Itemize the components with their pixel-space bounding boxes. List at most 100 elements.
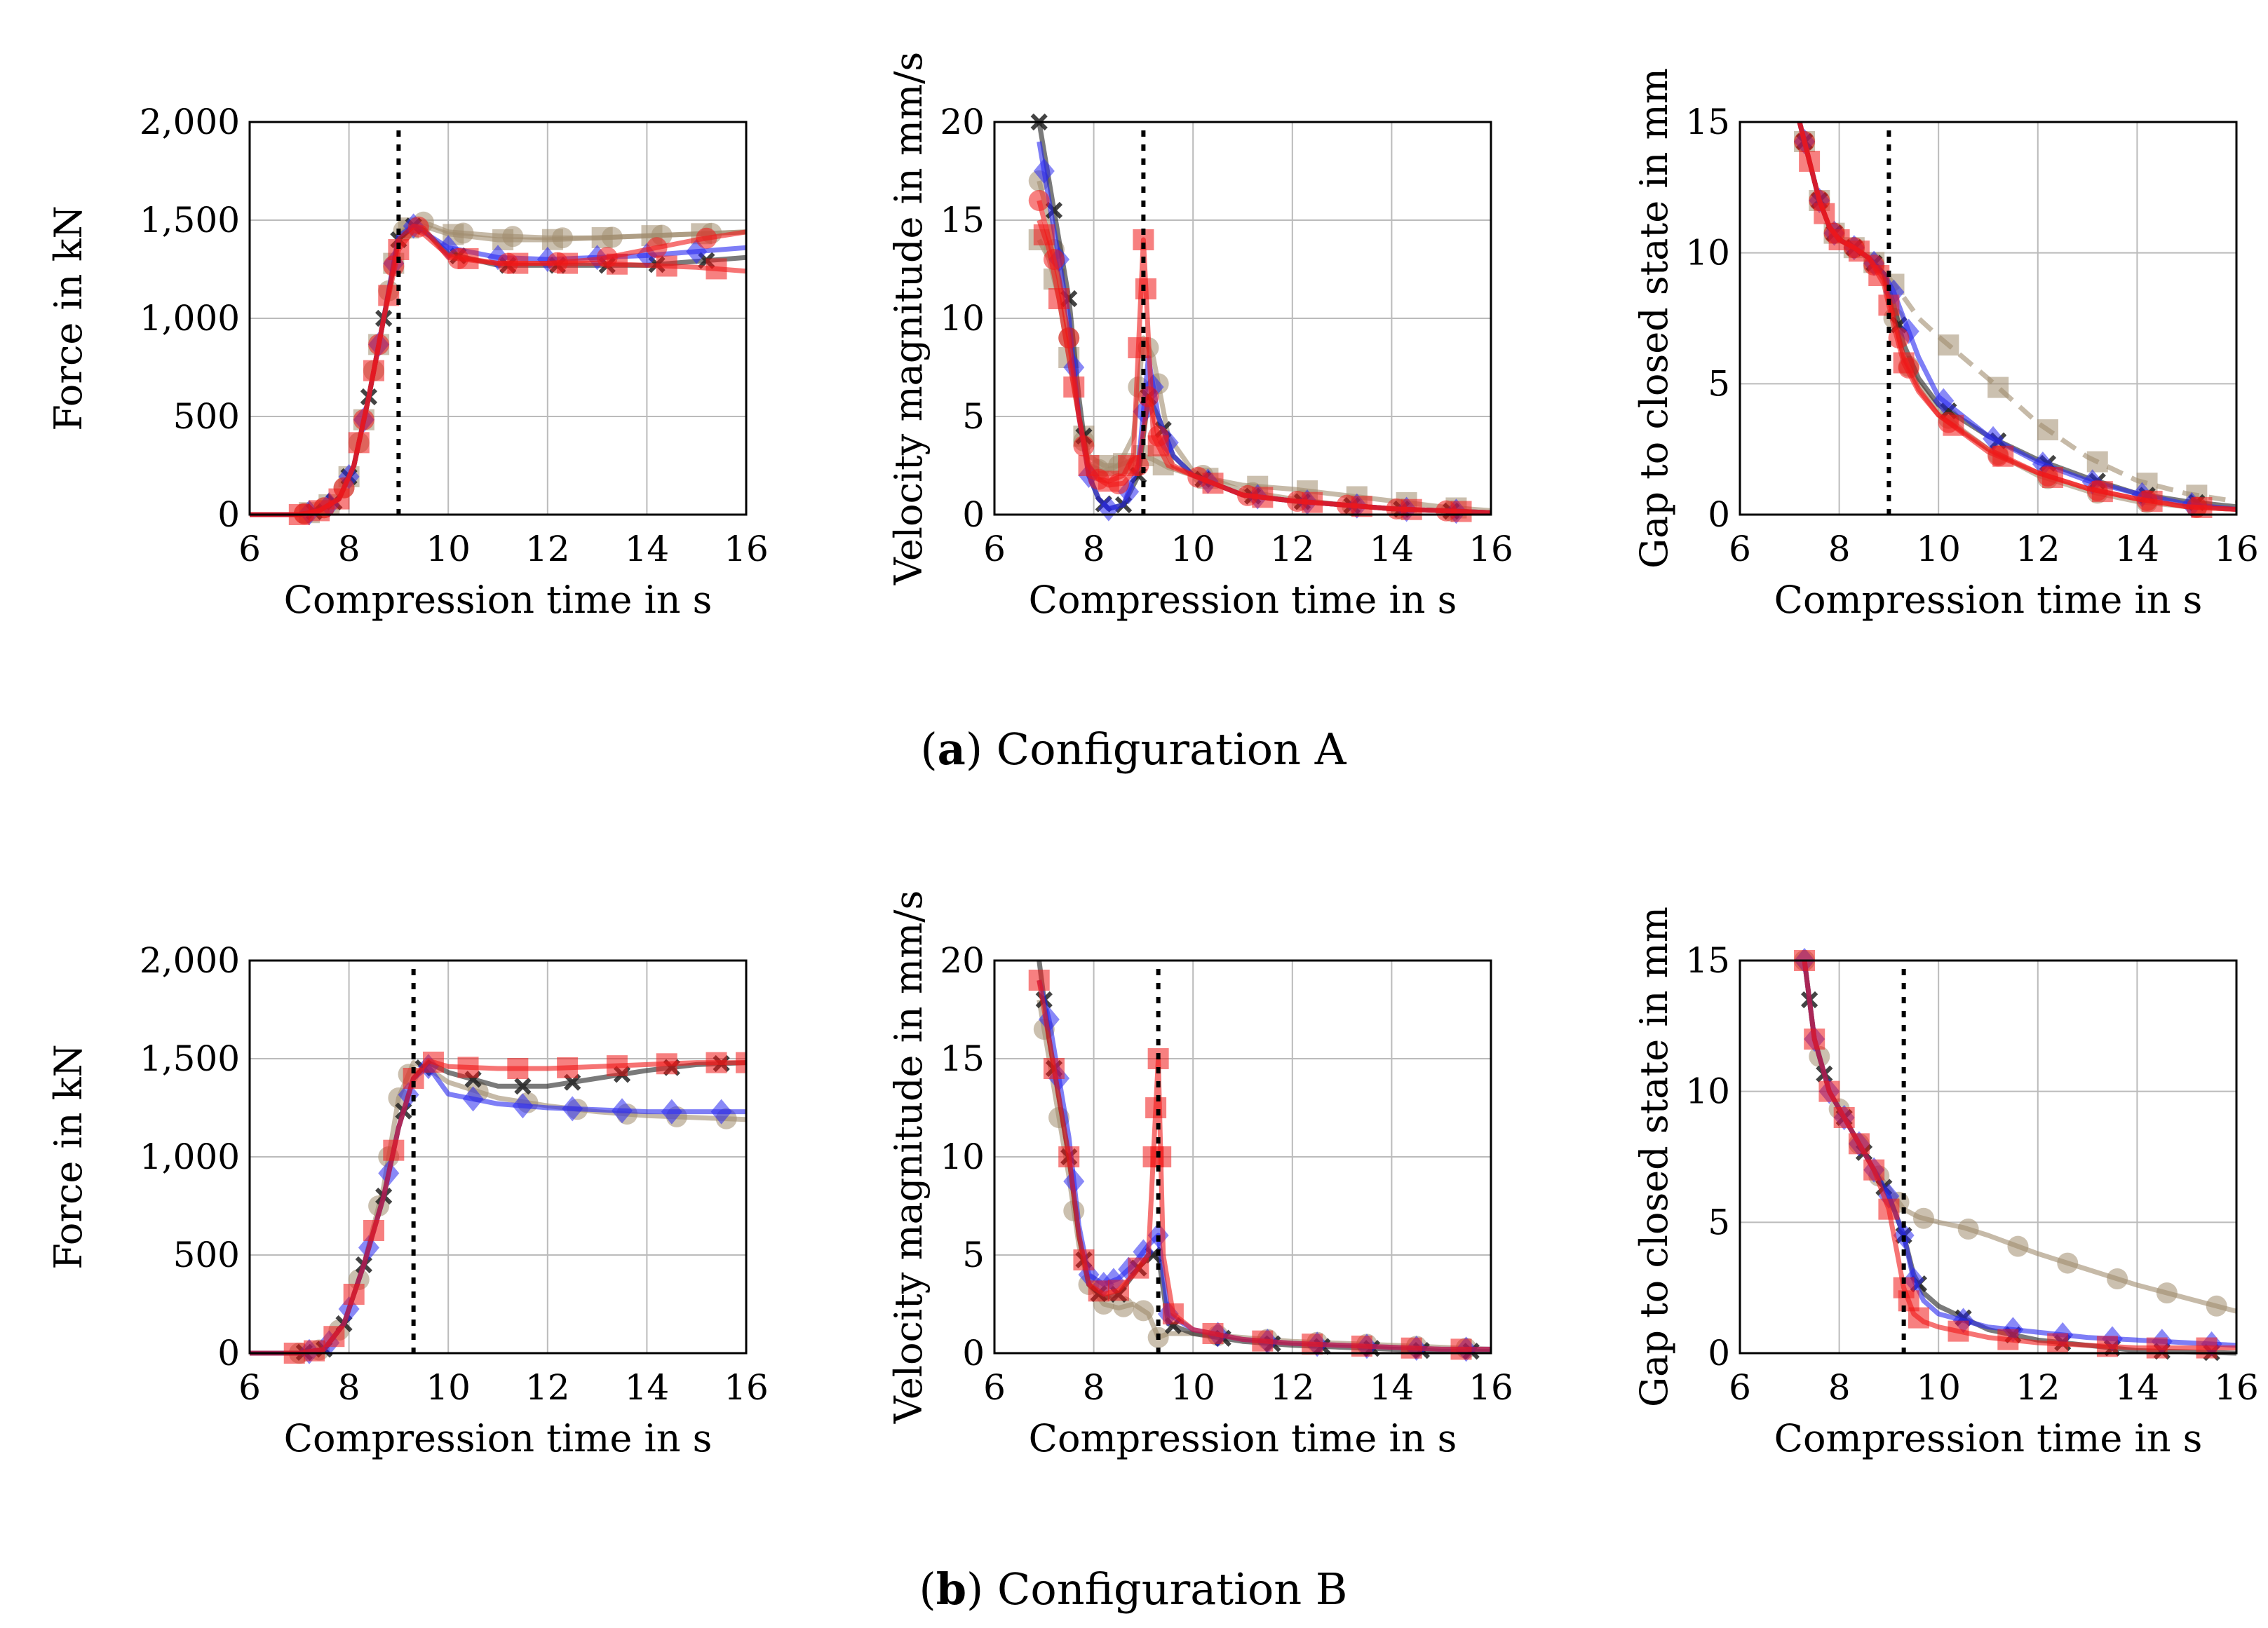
series-marker-red-square — [1878, 294, 1900, 316]
y-tick-label: 20 — [940, 102, 985, 142]
series-marker-brown-circle — [1912, 1207, 1934, 1229]
y-tick-label: 5 — [962, 1235, 985, 1275]
x-tick-label: 14 — [1370, 529, 1415, 569]
plot-area — [1794, 121, 2236, 518]
caption-a: (a) Configuration A — [920, 724, 1346, 775]
series-marker-brown-square — [1987, 377, 2009, 398]
series-marker-red-square — [1804, 1029, 1825, 1050]
series-marker-red-square — [2146, 1337, 2168, 1359]
chart-b2: 6 8 10 12 14 16 0 5 10 15 20 Compression time in s V… — [886, 890, 1513, 1460]
series-marker-red-square — [557, 252, 579, 274]
series-marker-brown-square — [492, 229, 514, 250]
y-tick-label: 1,500 — [140, 200, 240, 240]
x-tick-label: 6 — [983, 1367, 1006, 1408]
series-marker-blue-diamond — [462, 1086, 484, 1112]
series-marker-red-circle — [696, 227, 717, 249]
plot-area — [1028, 960, 1491, 1362]
series-marker-red-square — [363, 1220, 384, 1241]
series-marker-red-square — [1818, 1080, 1840, 1102]
x-tick-label: 6 — [983, 529, 1006, 569]
y-tick-label: 15 — [940, 200, 985, 240]
x-tick-label: 12 — [2016, 529, 2060, 569]
series-marker-red-square — [1252, 1330, 1274, 1352]
series-marker-red-square — [2196, 1337, 2218, 1359]
series-marker-red-square — [343, 1284, 365, 1305]
x-tick-label: 12 — [1270, 529, 1315, 569]
y-tick-label: 10 — [1685, 1071, 1730, 1112]
series-marker-red-square — [1992, 445, 2014, 467]
chart-a3: 6 8 10 12 14 16 0 5 10 15 Compression time in s Gap… — [1632, 68, 2259, 622]
y-tick-label: 0 — [217, 494, 240, 535]
plot-area — [1794, 948, 2236, 1362]
series-marker-red-square — [1048, 288, 1070, 309]
x-tick-label: 6 — [1729, 529, 1751, 569]
series-marker-red-square — [606, 1055, 628, 1077]
series-line-blue-diamond — [1797, 121, 2236, 512]
series-marker-brown-circle — [1113, 1296, 1135, 1317]
series-marker-red-square — [736, 1052, 746, 1073]
caption-a-text: Configuration A — [997, 724, 1347, 775]
y-axis-label: Force in kN — [46, 1044, 90, 1269]
series-marker-brown-square — [2037, 419, 2058, 441]
series-marker-brown-square — [591, 226, 613, 248]
series-marker-black-cross — [514, 1078, 532, 1095]
y-tick-label: 0 — [962, 1333, 985, 1373]
x-tick-label: 12 — [525, 1367, 570, 1408]
x-tick-label: 16 — [2214, 529, 2259, 569]
caption-b-text: Configuration B — [997, 1563, 1348, 1615]
x-tick-label: 6 — [238, 1367, 261, 1408]
x-tick-label: 16 — [1469, 1367, 1513, 1408]
series-marker-red-square — [507, 1058, 529, 1079]
x-axis-label: Compression time in s — [284, 1416, 713, 1460]
series-marker-red-square — [706, 258, 727, 280]
series-marker-blue-diamond — [1033, 158, 1055, 184]
y-tick-label: 20 — [940, 940, 985, 981]
series-marker-red-square — [1058, 1146, 1080, 1167]
series-marker-red-square — [2047, 1333, 2069, 1355]
series-marker-red-square — [309, 500, 330, 522]
series-marker-red-square — [1848, 240, 1870, 262]
series-marker-red-square — [1400, 1337, 1422, 1359]
y-tick-label: 2,000 — [140, 940, 240, 981]
y-tick-label: 15 — [1685, 940, 1730, 981]
series-marker-red-circle — [1028, 190, 1050, 211]
series-marker-red-square — [1162, 1303, 1184, 1324]
series-marker-red-circle — [646, 237, 668, 259]
series-marker-red-square — [1302, 1334, 1323, 1355]
y-axis-label: Velocity magnitude in mm/s — [886, 52, 931, 585]
series-marker-red-square — [1863, 1159, 1885, 1181]
series-marker-red-square — [1833, 1107, 1855, 1128]
y-tick-label: 0 — [1708, 494, 1730, 535]
y-tick-label: 1,000 — [140, 1137, 240, 1177]
series-marker-brown-square — [541, 229, 563, 250]
series-marker-red-square — [457, 247, 479, 269]
series-marker-brown-circle — [1133, 1300, 1154, 1322]
series-marker-blue-diamond — [1983, 426, 2004, 452]
axes-frame — [248, 121, 748, 516]
x-axis-label: Compression time in s — [1774, 1416, 2203, 1460]
axes-frame — [993, 959, 1492, 1355]
y-tick-label: 5 — [962, 396, 985, 437]
x-tick-label: 10 — [1170, 1367, 1215, 1408]
series-marker-red-square — [422, 1051, 444, 1073]
series-marker-red-square — [2141, 490, 2163, 512]
x-tick-label: 14 — [1370, 1367, 1415, 1408]
series-marker-brown-square — [2086, 451, 2108, 473]
x-tick-label: 10 — [1916, 529, 1961, 569]
series-marker-red-square — [656, 255, 677, 277]
y-tick-label: 15 — [940, 1038, 985, 1079]
x-tick-label: 10 — [1170, 529, 1215, 569]
series-marker-red-square — [304, 1340, 325, 1362]
series-marker-red-square — [1868, 265, 1890, 287]
x-tick-label: 16 — [2214, 1367, 2259, 1408]
series-marker-brown-circle — [2107, 1268, 2128, 1289]
series-marker-brown-square — [1938, 334, 1959, 356]
x-tick-label: 6 — [1729, 1367, 1751, 1408]
series-marker-red-square — [1302, 491, 1323, 513]
plots-container: 6 8 10 12 14 1605001,0001,5002,000Compression… — [46, 52, 2259, 1460]
series-marker-red-square — [1450, 1338, 1472, 1360]
series-marker-red-circle — [1138, 386, 1159, 407]
series-marker-blue-diamond — [612, 1098, 633, 1124]
y-axis-label: Force in kN — [46, 205, 90, 430]
series-marker-red-square — [1400, 498, 1422, 520]
